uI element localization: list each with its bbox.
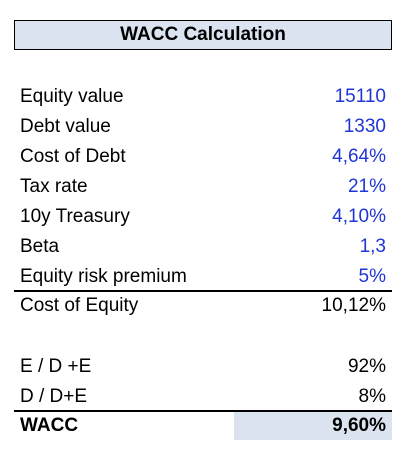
row-wacc[interactable]: WACC 9,60% bbox=[14, 410, 392, 440]
equity-value[interactable]: 15110 bbox=[334, 86, 386, 107]
treasury-label: 10y Treasury bbox=[20, 206, 130, 227]
treasury-value[interactable]: 4,10% bbox=[332, 206, 386, 227]
row-debt-value[interactable]: Debt value 1330 bbox=[14, 112, 392, 142]
row-cost-of-equity[interactable]: Cost of Equity 10,12% bbox=[14, 290, 392, 320]
wacc-value[interactable]: 9,60% bbox=[332, 415, 386, 436]
equity-weight-value[interactable]: 92% bbox=[347, 356, 386, 377]
row-cost-of-debt[interactable]: Cost of Debt 4,64% bbox=[14, 142, 392, 172]
row-equity-weight[interactable]: E / D +E 92% bbox=[14, 352, 392, 382]
equity-weight-label: E / D +E bbox=[20, 356, 92, 377]
beta-value[interactable]: 1,3 bbox=[359, 236, 386, 257]
row-beta[interactable]: Beta 1,3 bbox=[14, 232, 392, 262]
debt-weight-value[interactable]: 8% bbox=[358, 386, 386, 407]
row-equity-value[interactable]: Equity value 15110 bbox=[14, 82, 392, 112]
tax-rate-label: Tax rate bbox=[20, 176, 88, 197]
equity-risk-premium-value[interactable]: 5% bbox=[358, 266, 386, 287]
row-debt-weight[interactable]: D / D+E 8% bbox=[14, 382, 392, 412]
row-10y-treasury[interactable]: 10y Treasury 4,10% bbox=[14, 202, 392, 232]
wacc-highlight bbox=[234, 412, 392, 440]
wacc-title: WACC Calculation bbox=[120, 24, 286, 45]
beta-label: Beta bbox=[20, 236, 60, 257]
wacc-label: WACC bbox=[20, 415, 79, 436]
tax-rate-value[interactable]: 21% bbox=[347, 176, 386, 197]
cost-of-equity-value[interactable]: 10,12% bbox=[321, 295, 386, 316]
debt-value[interactable]: 1330 bbox=[343, 116, 386, 137]
row-equity-risk-premium[interactable]: Equity risk premium 5% bbox=[14, 262, 392, 292]
cost-of-equity-label: Cost of Equity bbox=[20, 295, 139, 316]
cost-of-debt-label: Cost of Debt bbox=[20, 146, 126, 167]
row-tax-rate[interactable]: Tax rate 21% bbox=[14, 172, 392, 202]
debt-weight-label: D / D+E bbox=[20, 386, 88, 407]
wacc-title-cell[interactable]: WACC Calculation bbox=[14, 20, 392, 50]
equity-risk-premium-label: Equity risk premium bbox=[20, 266, 187, 287]
debt-value-label: Debt value bbox=[20, 116, 111, 137]
equity-value-label: Equity value bbox=[20, 86, 124, 107]
wacc-sheet: WACC Calculation Equity value 15110 Debt… bbox=[14, 0, 394, 458]
cost-of-debt-value[interactable]: 4,64% bbox=[332, 146, 386, 167]
